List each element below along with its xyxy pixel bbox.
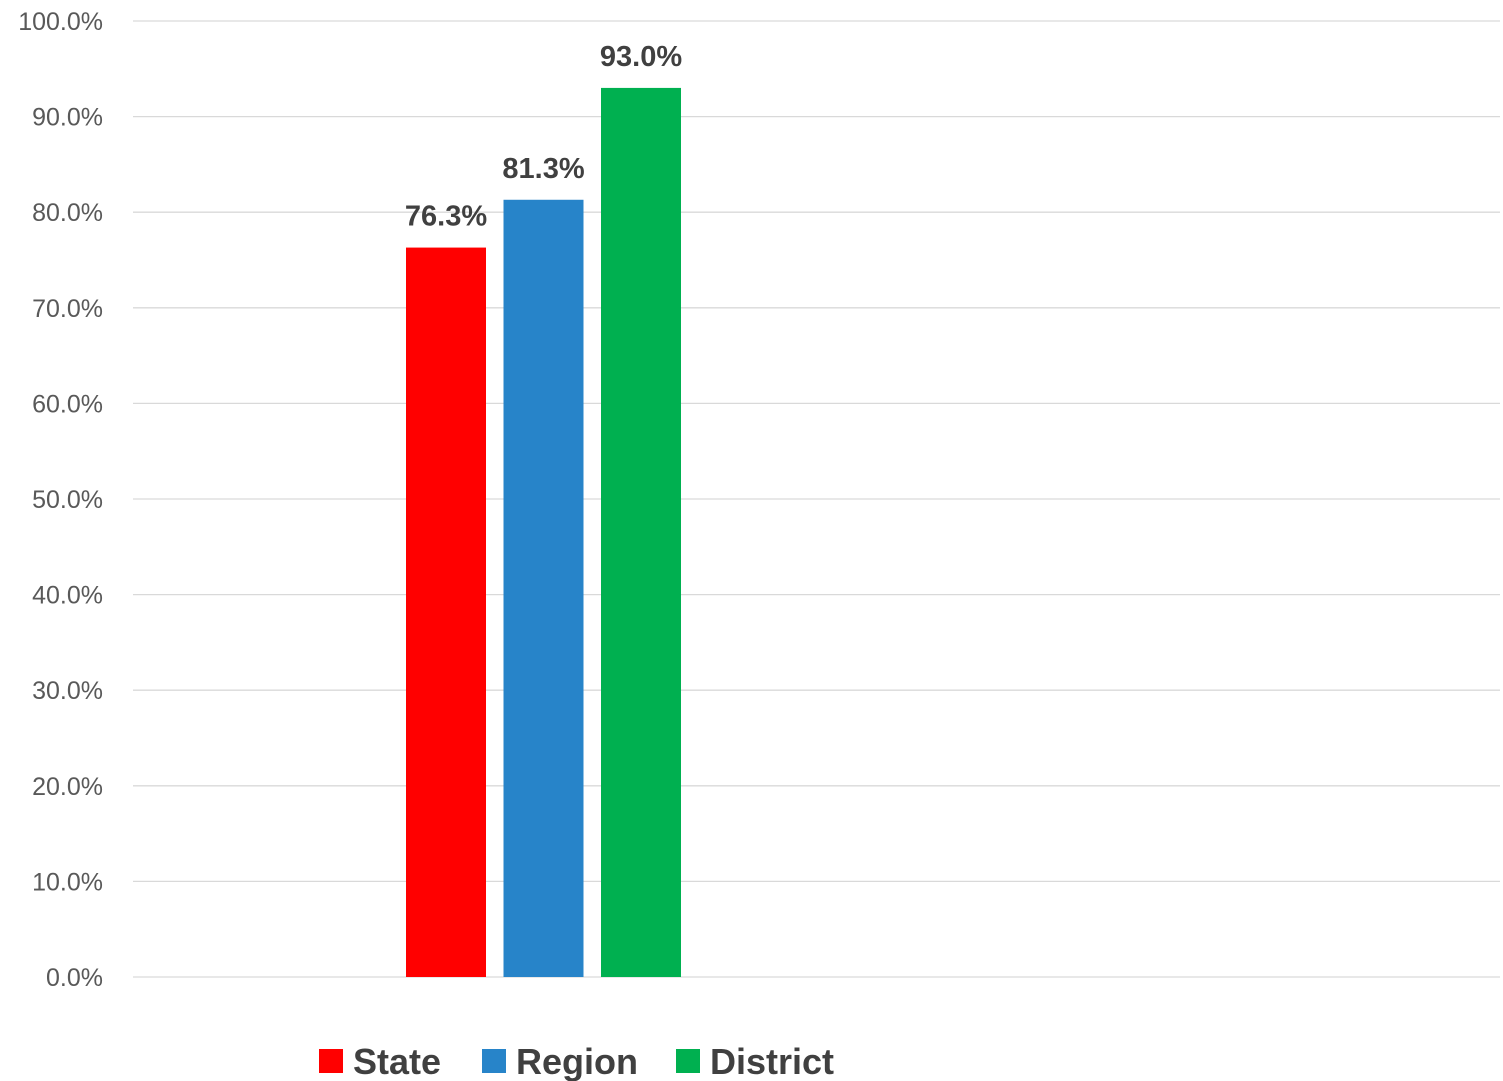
y-tick-label: 40.0% [32, 582, 103, 610]
legend: State Region District [319, 1041, 834, 1081]
legend-label-region: Region [516, 1041, 638, 1081]
y-tick-label: 50.0% [32, 486, 103, 514]
y-tick-label: 30.0% [32, 677, 103, 705]
y-tick-label: 70.0% [32, 295, 103, 323]
y-tick-label: 20.0% [32, 773, 103, 801]
legend-label-district: District [710, 1041, 834, 1081]
legend-label-state: State [353, 1041, 441, 1081]
data-label-district: 93.0% [600, 41, 682, 73]
legend-swatch-region [482, 1049, 506, 1073]
bar-district [601, 88, 681, 977]
y-tick-label: 100.0% [18, 8, 103, 36]
data-label-region: 81.3% [502, 153, 584, 185]
gridlines [133, 21, 1500, 977]
legend-swatch-state [319, 1049, 343, 1073]
y-tick-label: 90.0% [32, 104, 103, 132]
y-tick-label: 80.0% [32, 199, 103, 227]
y-axis-ticks: 0.0% 10.0% 20.0% 30.0% 40.0% 50.0% 60.0% 70.0% 8… [18, 8, 103, 992]
y-tick-label: 10.0% [32, 868, 103, 896]
y-tick-label: 60.0% [32, 390, 103, 418]
y-tick-label: 0.0% [46, 964, 103, 992]
data-label-state: 76.3% [405, 201, 487, 233]
legend-swatch-district [676, 1049, 700, 1073]
bar-state [406, 248, 486, 977]
bar-region [504, 200, 584, 977]
